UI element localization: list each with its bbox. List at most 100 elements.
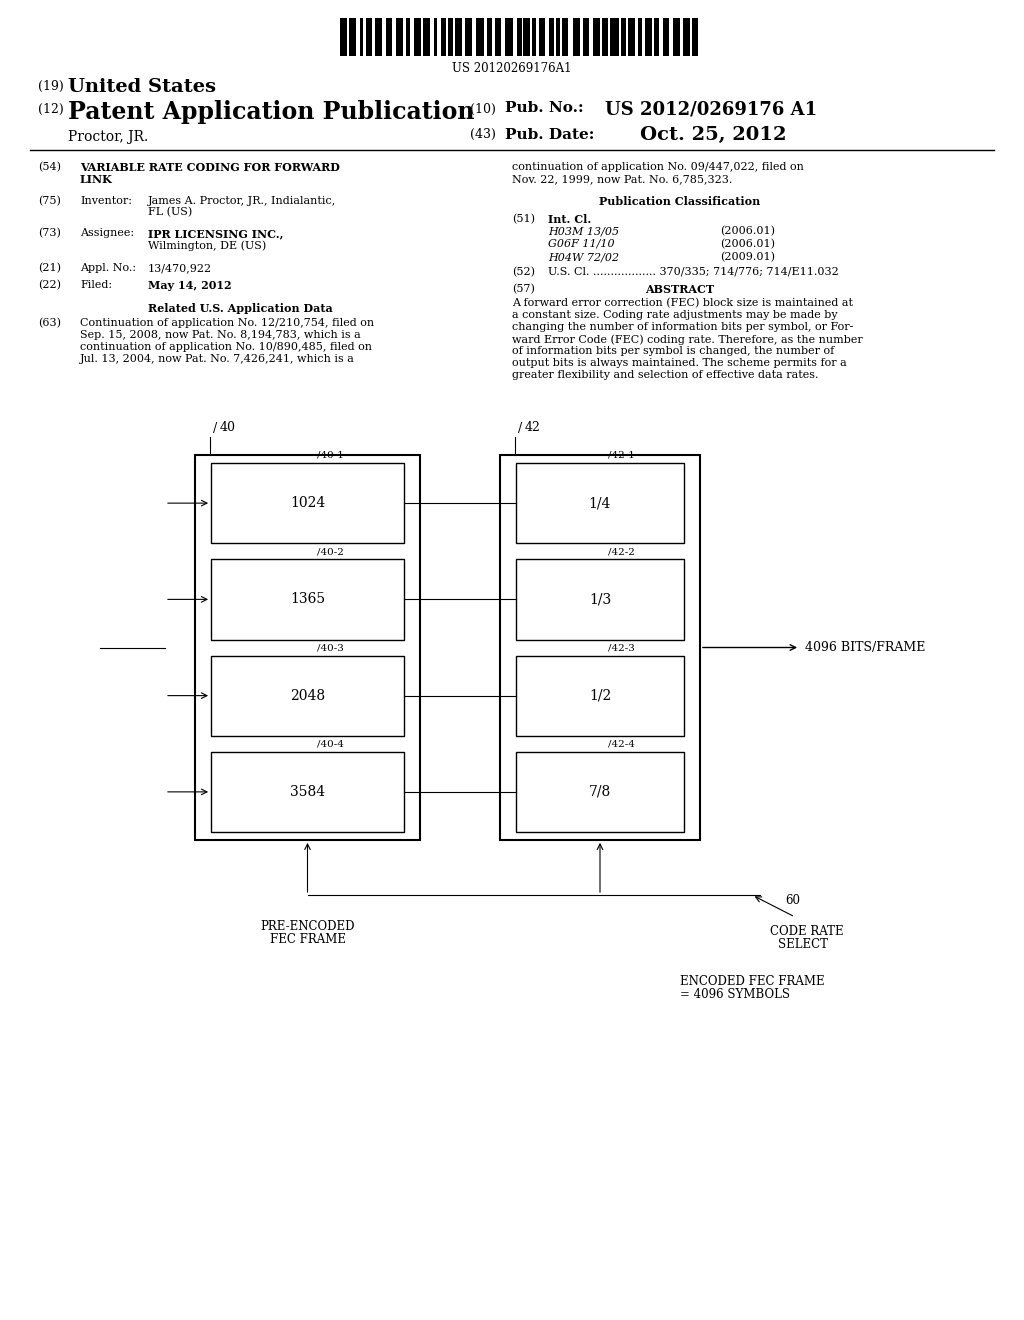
Bar — [369, 18, 372, 55]
Text: Nov. 22, 1999, now Pat. No. 6,785,323.: Nov. 22, 1999, now Pat. No. 6,785,323. — [512, 174, 732, 183]
Bar — [531, 18, 534, 55]
Bar — [516, 656, 684, 735]
Bar — [593, 18, 596, 55]
Bar — [654, 18, 656, 55]
Bar — [638, 18, 639, 55]
Text: 13/470,922: 13/470,922 — [148, 263, 212, 273]
Bar — [505, 18, 509, 55]
Bar — [435, 18, 437, 55]
Bar — [676, 18, 680, 55]
Text: (51): (51) — [512, 214, 535, 224]
Text: 60: 60 — [785, 894, 800, 907]
Text: H04W 72/02: H04W 72/02 — [548, 252, 620, 261]
Text: 40: 40 — [220, 421, 236, 434]
Bar — [614, 18, 618, 55]
Bar — [443, 18, 446, 55]
Bar — [465, 18, 467, 55]
Text: of information bits per symbol is changed, the number of: of information bits per symbol is change… — [512, 346, 835, 356]
Text: Inventor:: Inventor: — [80, 195, 132, 206]
Text: greater flexibility and selection of effective data rates.: greater flexibility and selection of eff… — [512, 370, 818, 380]
Text: (43): (43) — [470, 128, 496, 141]
Text: (21): (21) — [38, 263, 61, 273]
Bar — [414, 18, 418, 55]
Text: Proctor, JR.: Proctor, JR. — [68, 129, 148, 144]
Text: 4096 BITS/FRAME: 4096 BITS/FRAME — [805, 642, 926, 653]
Text: Pub. Date:: Pub. Date: — [505, 128, 594, 143]
Bar — [639, 18, 642, 55]
Text: IPR LICENSING INC.,: IPR LICENSING INC., — [148, 228, 284, 239]
Text: (2009.01): (2009.01) — [720, 252, 775, 263]
Text: SELECT: SELECT — [778, 939, 828, 950]
Bar — [516, 463, 684, 544]
Text: Pub. No.:: Pub. No.: — [505, 102, 584, 115]
Text: /40-3: /40-3 — [317, 644, 344, 652]
Bar — [496, 18, 498, 55]
Text: /42-1: /42-1 — [608, 451, 635, 459]
Text: 1365: 1365 — [290, 593, 325, 606]
Text: 1024: 1024 — [290, 496, 326, 510]
Bar — [361, 18, 364, 55]
Bar — [426, 18, 430, 55]
Text: /: / — [518, 422, 522, 436]
Text: /40-1: /40-1 — [317, 451, 344, 459]
Bar — [683, 18, 686, 55]
Text: ABSTRACT: ABSTRACT — [645, 284, 715, 294]
Text: Assignee:: Assignee: — [80, 228, 134, 238]
Text: (63): (63) — [38, 318, 61, 329]
Text: Patent Application Publication: Patent Application Publication — [68, 100, 474, 124]
Bar — [211, 463, 404, 544]
Bar — [367, 18, 369, 55]
Bar — [526, 18, 529, 55]
Bar — [376, 18, 379, 55]
Bar — [663, 18, 666, 55]
Bar — [656, 18, 658, 55]
Text: (12): (12) — [38, 103, 63, 116]
Bar — [647, 18, 651, 55]
Text: James A. Proctor, JR., Indialantic,: James A. Proctor, JR., Indialantic, — [148, 195, 336, 206]
Text: continuation of application No. 09/447,022, filed on: continuation of application No. 09/447,0… — [512, 162, 804, 172]
Bar — [195, 455, 420, 840]
Text: Jul. 13, 2004, now Pat. No. 7,426,241, which is a: Jul. 13, 2004, now Pat. No. 7,426,241, w… — [80, 354, 355, 364]
Bar — [396, 18, 400, 55]
Bar — [629, 18, 631, 55]
Text: /42-2: /42-2 — [608, 548, 635, 556]
Bar — [509, 18, 513, 55]
Bar — [686, 18, 690, 55]
Bar — [539, 18, 543, 55]
Text: (73): (73) — [38, 228, 60, 239]
Text: output bits is always maintained. The scheme permits for a: output bits is always maintained. The sc… — [512, 358, 847, 368]
Bar — [622, 18, 624, 55]
Bar — [487, 18, 489, 55]
Bar — [211, 752, 404, 832]
Text: VARIABLE RATE CODING FOR FORWARD: VARIABLE RATE CODING FOR FORWARD — [80, 162, 340, 173]
Text: (10): (10) — [470, 103, 496, 116]
Bar — [434, 18, 435, 55]
Text: changing the number of information bits per symbol, or For-: changing the number of information bits … — [512, 322, 853, 333]
Text: /: / — [213, 422, 217, 436]
Text: /40-4: /40-4 — [317, 739, 344, 748]
Bar — [400, 18, 403, 55]
Text: (2006.01): (2006.01) — [720, 239, 775, 249]
Text: PRE-ENCODED: PRE-ENCODED — [260, 920, 354, 933]
Text: G06F 11/10: G06F 11/10 — [548, 239, 614, 249]
Bar — [575, 18, 580, 55]
Text: Filed:: Filed: — [80, 280, 112, 290]
Bar — [516, 560, 684, 639]
Bar — [558, 18, 560, 55]
Bar — [455, 18, 459, 55]
Text: (22): (22) — [38, 280, 61, 290]
Bar — [211, 656, 404, 735]
Text: /40-2: /40-2 — [317, 548, 344, 556]
Text: 42: 42 — [525, 421, 541, 434]
Bar — [418, 18, 421, 55]
Text: /42-3: /42-3 — [608, 644, 635, 652]
Bar — [388, 18, 392, 55]
Bar — [523, 18, 526, 55]
Bar — [562, 18, 564, 55]
Bar — [556, 18, 558, 55]
Bar — [645, 18, 647, 55]
Bar — [624, 18, 626, 55]
Bar — [359, 18, 361, 55]
Text: LINK: LINK — [80, 174, 113, 185]
Bar — [452, 18, 454, 55]
